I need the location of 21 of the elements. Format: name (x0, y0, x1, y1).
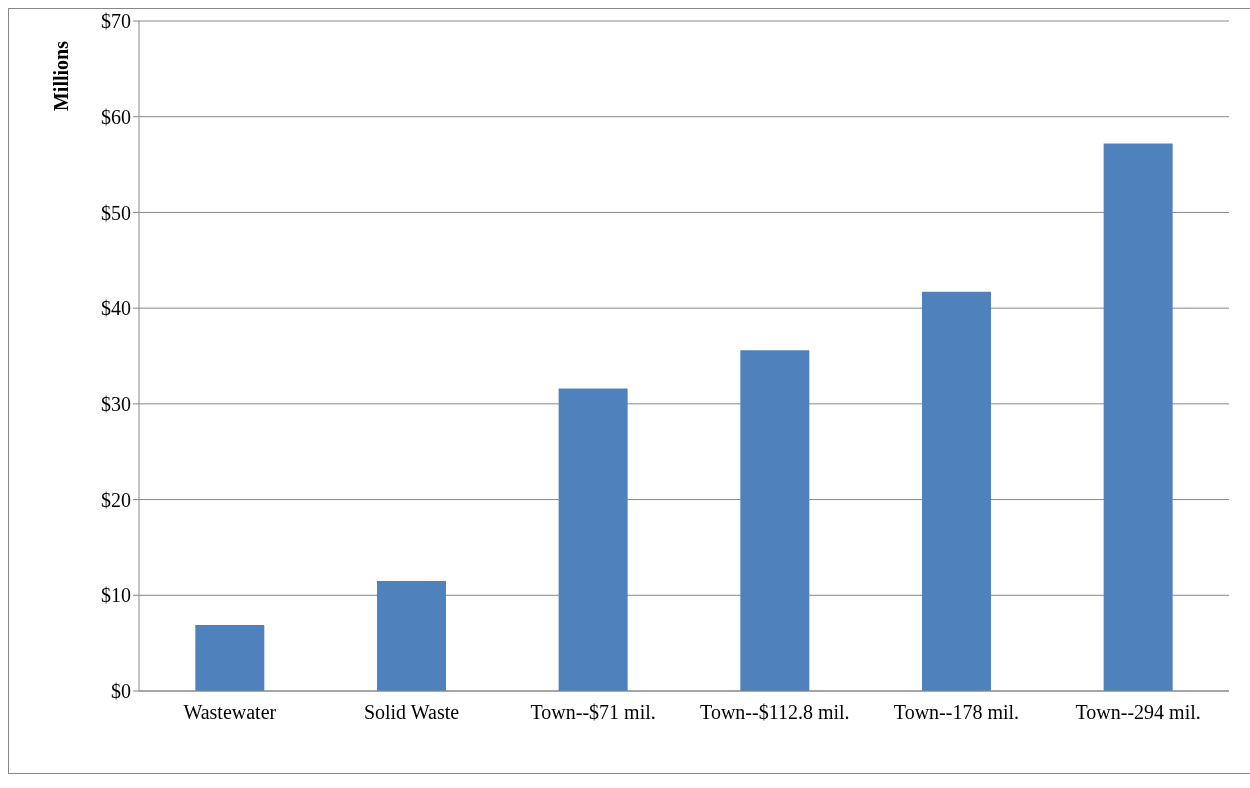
bar (376, 580, 446, 691)
y-tick-label: $50 (101, 201, 131, 224)
y-tick-label: $70 (101, 10, 131, 33)
y-tick-label: $20 (101, 488, 131, 511)
x-tick-label: Town--294 mil. (1075, 701, 1201, 724)
bar (195, 624, 265, 691)
x-tick-label: Town--$71 mil. (530, 701, 656, 724)
bar (558, 388, 628, 691)
bar (1103, 143, 1173, 691)
y-tick-label: $40 (101, 297, 131, 320)
y-tick-label: $10 (101, 584, 131, 607)
y-tick-label: $30 (101, 392, 131, 415)
x-tick-label: Town--178 mil. (893, 701, 1020, 724)
x-tick-label: Wastewater (183, 701, 277, 724)
y-axis-title: Millions (50, 40, 73, 112)
y-tick-label: $60 (101, 105, 131, 128)
bar (740, 350, 810, 691)
y-tick-label: $0 (111, 680, 131, 703)
x-tick-label: Solid Waste (363, 701, 460, 724)
bar (921, 291, 991, 691)
x-tick-label: Town--$112.8 mil. (700, 701, 850, 724)
